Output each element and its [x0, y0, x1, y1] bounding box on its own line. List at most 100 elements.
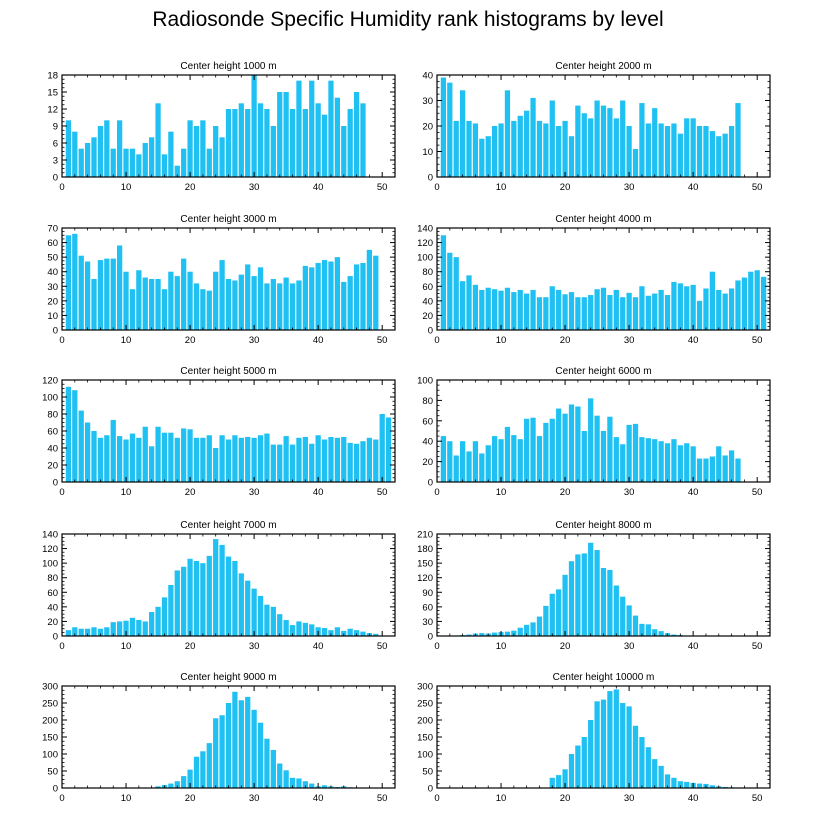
histogram-bar	[161, 432, 168, 482]
histogram-bar	[524, 418, 530, 482]
y-tick-label: 0	[53, 478, 58, 489]
histogram-bar	[639, 737, 645, 788]
y-tick-label: 100	[42, 559, 58, 570]
y-tick-label: 100	[417, 750, 433, 761]
histogram-bar	[504, 90, 511, 177]
x-tick-label: 50	[752, 182, 763, 193]
histogram-bar	[129, 433, 136, 482]
histogram-panel: Center height 8000 m 0 10 20 30 40 50 0 30 60 90 12…	[417, 520, 771, 652]
histogram-bar	[709, 271, 715, 330]
histogram-bar	[104, 120, 110, 177]
histogram-bar	[315, 103, 321, 177]
histogram-bar	[168, 585, 174, 636]
histogram-bar	[72, 131, 78, 177]
histogram-bar	[129, 148, 136, 177]
histogram-bar	[334, 437, 340, 482]
histogram-bar	[373, 255, 379, 330]
histogram-bar	[161, 289, 168, 330]
histogram-bar	[213, 126, 219, 177]
histogram-bar	[677, 781, 683, 788]
y-tick-label: 100	[42, 393, 58, 404]
histogram-bar	[684, 443, 690, 482]
y-tick-label: 140	[417, 224, 433, 235]
histogram-bar	[110, 622, 116, 636]
histogram-bar	[366, 249, 373, 330]
histogram-bar	[504, 287, 511, 330]
y-tick-label: 120	[42, 544, 58, 555]
histogram-bar	[735, 103, 741, 177]
histogram-bar	[735, 280, 741, 330]
histogram-bar	[626, 706, 632, 788]
histogram-bar	[264, 433, 270, 482]
histogram-bar	[104, 627, 110, 636]
histogram-bar	[200, 120, 206, 177]
histogram-bar	[289, 283, 296, 330]
histogram-bar	[485, 287, 491, 330]
histogram-bar	[149, 446, 155, 482]
figure-title: Radiosonde Specific Humidity rank histog…	[152, 8, 664, 31]
histogram-bar	[447, 252, 453, 330]
x-tick-label: 50	[377, 335, 388, 346]
histogram-bar	[84, 628, 91, 636]
x-tick-label: 20	[185, 793, 196, 804]
histogram-bar	[110, 148, 116, 177]
histogram-bar	[251, 437, 257, 482]
histogram-bar	[155, 103, 161, 177]
histogram-bar	[142, 621, 148, 636]
histogram-bar	[206, 743, 212, 788]
panel-title: Center height 7000 m	[180, 520, 276, 531]
histogram-bar	[213, 271, 219, 330]
histogram-bar	[360, 262, 366, 330]
histogram-bar	[117, 245, 123, 330]
histogram-bar	[277, 614, 283, 636]
histogram-bar	[524, 624, 530, 636]
histogram-bar	[671, 439, 677, 482]
histogram-bar	[453, 120, 459, 177]
histogram-bar	[315, 435, 321, 482]
x-tick-label: 10	[121, 641, 132, 652]
histogram-bar	[347, 442, 353, 482]
histogram-panel: Center height 3000 m 0 10 20 30 40 50 0 10 20 30 40…	[47, 214, 396, 346]
y-tick-label: 12	[47, 105, 58, 116]
histogram-bar	[168, 131, 174, 177]
x-tick-label: 30	[624, 182, 635, 193]
histogram-bar	[219, 137, 225, 177]
x-tick-label: 20	[560, 335, 571, 346]
histogram-bar	[181, 258, 187, 330]
histogram-bar	[613, 689, 619, 788]
x-tick-label: 10	[121, 487, 132, 498]
histogram-bar	[479, 453, 485, 482]
histogram-bar	[626, 424, 632, 482]
x-tick-label: 0	[434, 487, 439, 498]
histogram-bar	[168, 783, 174, 788]
histogram-bar	[309, 783, 315, 788]
histogram-bar	[453, 455, 459, 482]
histogram-bar	[334, 627, 340, 636]
histogram-bar	[536, 297, 543, 330]
histogram-bar	[104, 258, 110, 330]
histogram-bar	[142, 143, 148, 177]
y-tick-label: 60	[47, 238, 58, 249]
histogram-bar	[594, 415, 600, 482]
histogram-bar	[334, 257, 340, 330]
y-tick-label: 40	[47, 444, 58, 455]
histogram-panel: Center height 2000 m 0 10 20 30 40 50 0 10 20 30 40	[422, 61, 771, 193]
histogram-bar	[575, 105, 581, 177]
histogram-bar	[309, 80, 315, 177]
x-tick-label: 40	[688, 335, 699, 346]
histogram-bar	[142, 426, 148, 482]
y-tick-label: 200	[417, 716, 433, 727]
histogram-bar	[575, 297, 581, 330]
histogram-bar	[459, 441, 466, 482]
histogram-bar	[219, 435, 225, 482]
y-tick-label: 20	[47, 296, 58, 307]
histogram-bar	[664, 774, 671, 788]
histogram-panel: Center height 10000 m 0 10 20 30 40 50 0 50 100 15…	[417, 672, 771, 804]
y-tick-label: 120	[417, 238, 433, 249]
x-tick-label: 20	[560, 793, 571, 804]
histogram-bar	[613, 437, 619, 482]
y-tick-label: 20	[422, 122, 433, 133]
histogram-bar	[136, 437, 142, 482]
histogram-bar	[168, 432, 174, 482]
histogram-bar	[264, 283, 270, 330]
